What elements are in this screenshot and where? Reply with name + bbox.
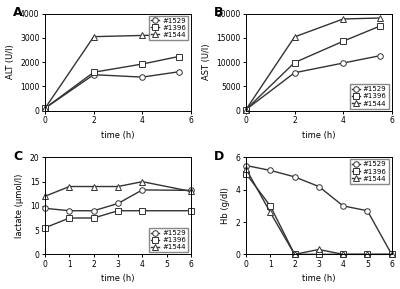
#1529 <box>341 61 346 65</box>
X-axis label: time (h): time (h) <box>101 275 135 284</box>
#1396 <box>365 253 370 256</box>
Line: #1529: #1529 <box>42 187 194 214</box>
#1529 <box>316 185 321 188</box>
#1544 <box>176 33 181 36</box>
#1396 <box>140 209 145 212</box>
#1529 <box>188 189 193 192</box>
Text: B: B <box>214 6 224 19</box>
Line: #1544: #1544 <box>42 179 194 199</box>
Text: C: C <box>13 150 22 163</box>
Line: #1529: #1529 <box>42 69 182 111</box>
#1396 <box>292 253 297 256</box>
#1396 <box>140 62 145 66</box>
Legend: #1529, #1396, #1544: #1529, #1396, #1544 <box>149 228 188 252</box>
#1529 <box>140 188 145 192</box>
#1544 <box>244 167 248 171</box>
Line: #1529: #1529 <box>243 163 394 257</box>
#1396 <box>91 71 96 74</box>
Y-axis label: ALT (U/l): ALT (U/l) <box>6 45 14 79</box>
Line: #1396: #1396 <box>243 171 394 257</box>
#1544 <box>43 106 48 110</box>
Legend: #1529, #1396, #1544: #1529, #1396, #1544 <box>149 16 188 40</box>
#1544 <box>140 180 145 184</box>
#1396 <box>188 209 193 212</box>
#1544 <box>67 185 72 188</box>
Y-axis label: Hb (g/dl): Hb (g/dl) <box>221 188 230 224</box>
#1529 <box>244 108 248 111</box>
#1396 <box>176 55 181 58</box>
#1544 <box>389 253 394 256</box>
Y-axis label: AST (U/l): AST (U/l) <box>202 44 211 80</box>
#1529 <box>91 73 96 76</box>
#1544 <box>116 185 120 188</box>
Line: #1544: #1544 <box>243 15 382 112</box>
#1529 <box>116 202 120 205</box>
Legend: #1529, #1396, #1544: #1529, #1396, #1544 <box>350 160 389 184</box>
#1529 <box>292 71 297 75</box>
#1529 <box>67 209 72 212</box>
Line: #1544: #1544 <box>243 166 394 257</box>
#1544 <box>268 211 273 214</box>
#1544 <box>43 194 48 198</box>
#1529 <box>140 75 145 79</box>
#1544 <box>365 253 370 256</box>
#1544 <box>341 253 346 256</box>
Legend: #1529, #1396, #1544: #1529, #1396, #1544 <box>350 84 389 109</box>
#1544 <box>188 190 193 193</box>
#1544 <box>341 17 346 21</box>
Line: #1396: #1396 <box>42 54 182 111</box>
#1396 <box>116 209 120 212</box>
#1529 <box>176 70 181 73</box>
#1529 <box>389 253 394 256</box>
#1529 <box>43 106 48 110</box>
#1529 <box>244 164 248 167</box>
#1396 <box>341 40 346 43</box>
#1544 <box>292 253 297 256</box>
Line: #1544: #1544 <box>42 32 182 111</box>
#1544 <box>316 248 321 251</box>
Line: #1396: #1396 <box>243 23 382 112</box>
#1529 <box>292 175 297 179</box>
#1544 <box>292 35 297 39</box>
X-axis label: time (h): time (h) <box>302 131 336 140</box>
Line: #1529: #1529 <box>243 53 382 112</box>
#1396 <box>67 216 72 220</box>
Text: A: A <box>13 6 23 19</box>
#1396 <box>389 253 394 256</box>
#1396 <box>377 25 382 28</box>
#1396 <box>91 216 96 220</box>
Y-axis label: lactate (μmol/l): lactate (μmol/l) <box>16 174 24 238</box>
X-axis label: time (h): time (h) <box>101 131 135 140</box>
#1396 <box>316 253 321 256</box>
Text: D: D <box>214 150 224 163</box>
#1529 <box>365 209 370 212</box>
#1544 <box>244 108 248 111</box>
Line: #1396: #1396 <box>42 208 194 230</box>
#1544 <box>91 35 96 38</box>
#1396 <box>341 253 346 256</box>
#1529 <box>341 204 346 208</box>
#1529 <box>91 209 96 212</box>
#1529 <box>377 54 382 58</box>
#1544 <box>140 34 145 37</box>
#1396 <box>292 61 297 64</box>
#1396 <box>43 106 48 110</box>
#1396 <box>244 108 248 111</box>
X-axis label: time (h): time (h) <box>302 275 336 284</box>
#1544 <box>91 185 96 188</box>
#1529 <box>268 169 273 172</box>
#1396 <box>268 204 273 208</box>
#1529 <box>43 207 48 210</box>
#1396 <box>43 226 48 229</box>
#1544 <box>377 16 382 20</box>
#1396 <box>244 172 248 175</box>
